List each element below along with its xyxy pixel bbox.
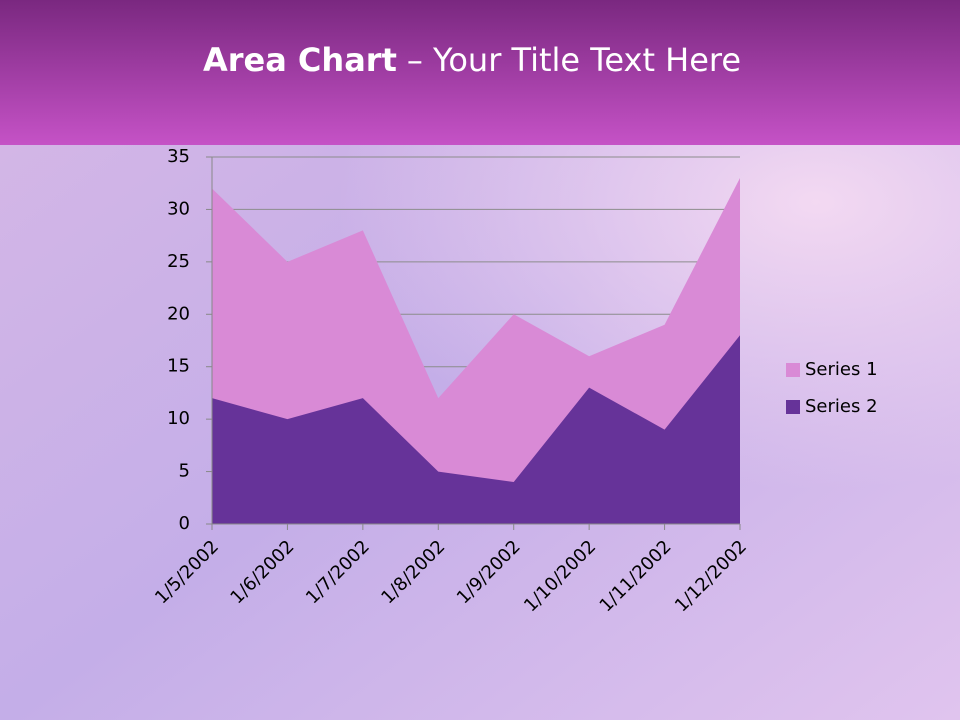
y-tick-label: 10: [167, 408, 190, 429]
header-band: [0, 0, 960, 145]
legend-swatch: [786, 363, 800, 377]
y-tick-label: 30: [167, 198, 190, 219]
legend-label: Series 2: [805, 396, 878, 417]
y-tick-label: 5: [179, 461, 190, 482]
y-tick-label: 0: [179, 513, 190, 534]
title-rest: – Your Title Text Here: [407, 41, 741, 79]
slide-title: Area Chart – Your Title Text Here: [203, 41, 741, 79]
legend-label: Series 1: [805, 359, 878, 380]
title-bold: Area Chart: [203, 41, 397, 79]
y-tick-label: 20: [167, 303, 190, 324]
y-tick-label: 15: [167, 356, 190, 377]
legend-swatch: [786, 400, 800, 414]
y-tick-label: 35: [167, 146, 190, 167]
area: [212, 335, 740, 524]
y-tick-label: 25: [167, 251, 190, 272]
